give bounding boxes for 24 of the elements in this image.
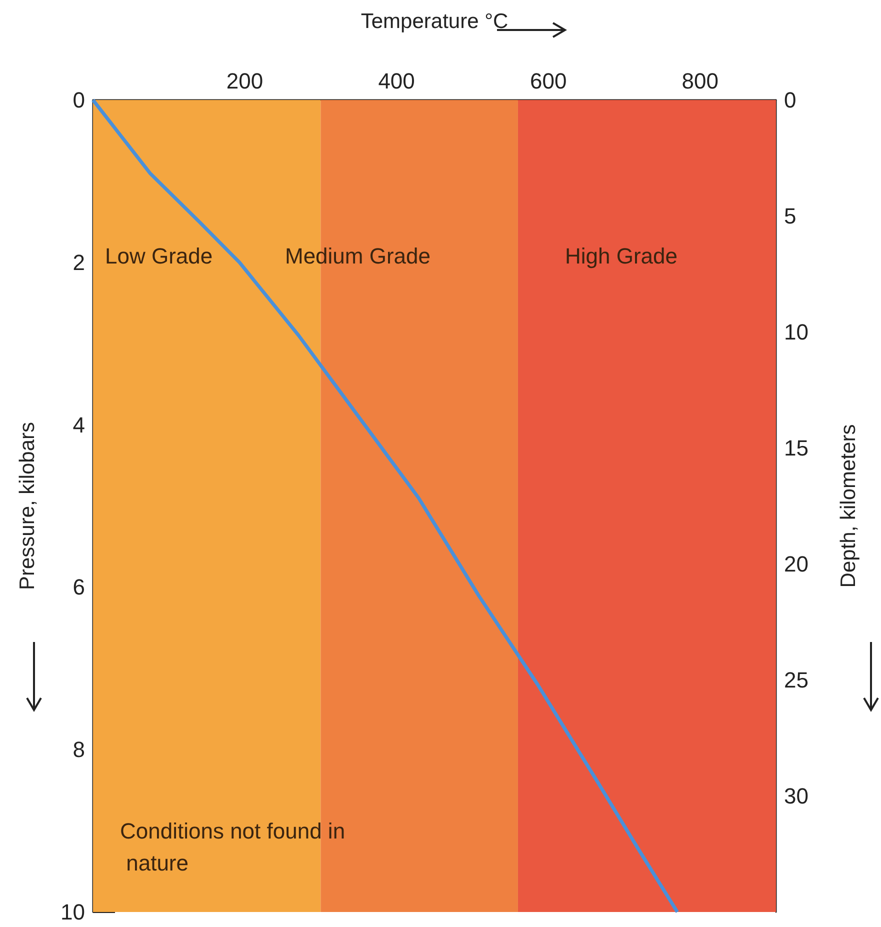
y2-axis-title: Depth, kilometers [837,424,860,588]
y-tick-label: 4 [72,412,85,438]
y-tick-label: 8 [72,737,85,762]
x-axis-title: Temperature °C [360,10,508,33]
y2-tick-label: 15 [784,436,808,460]
x-tick-label: 800 [682,68,718,94]
y2-tick-label: 0 [784,88,796,112]
y-tick-label: 10 [60,900,85,924]
y-axis-title: Pressure, kilobars [16,422,39,590]
annotation: Low Grade [105,244,213,268]
y-tick-label: 0 [72,88,85,112]
y-tick-label: 6 [72,574,85,600]
annotation: Conditions not found in nature [120,818,346,876]
annotation: Medium Grade [285,244,431,268]
x-tick-label: 200 [226,68,264,94]
y2-tick-label: 25 [784,668,808,692]
y2-tick-label: 10 [784,320,808,344]
y2-tick-label: 5 [784,204,796,228]
annotation: High Grade [565,244,678,268]
x-tick-label: 400 [378,68,415,94]
y2-tick-label: 20 [784,552,808,576]
y-tick-label: 2 [72,250,85,275]
y2-tick-label: 30 [784,784,808,808]
x-tick-label: 600 [530,68,567,94]
